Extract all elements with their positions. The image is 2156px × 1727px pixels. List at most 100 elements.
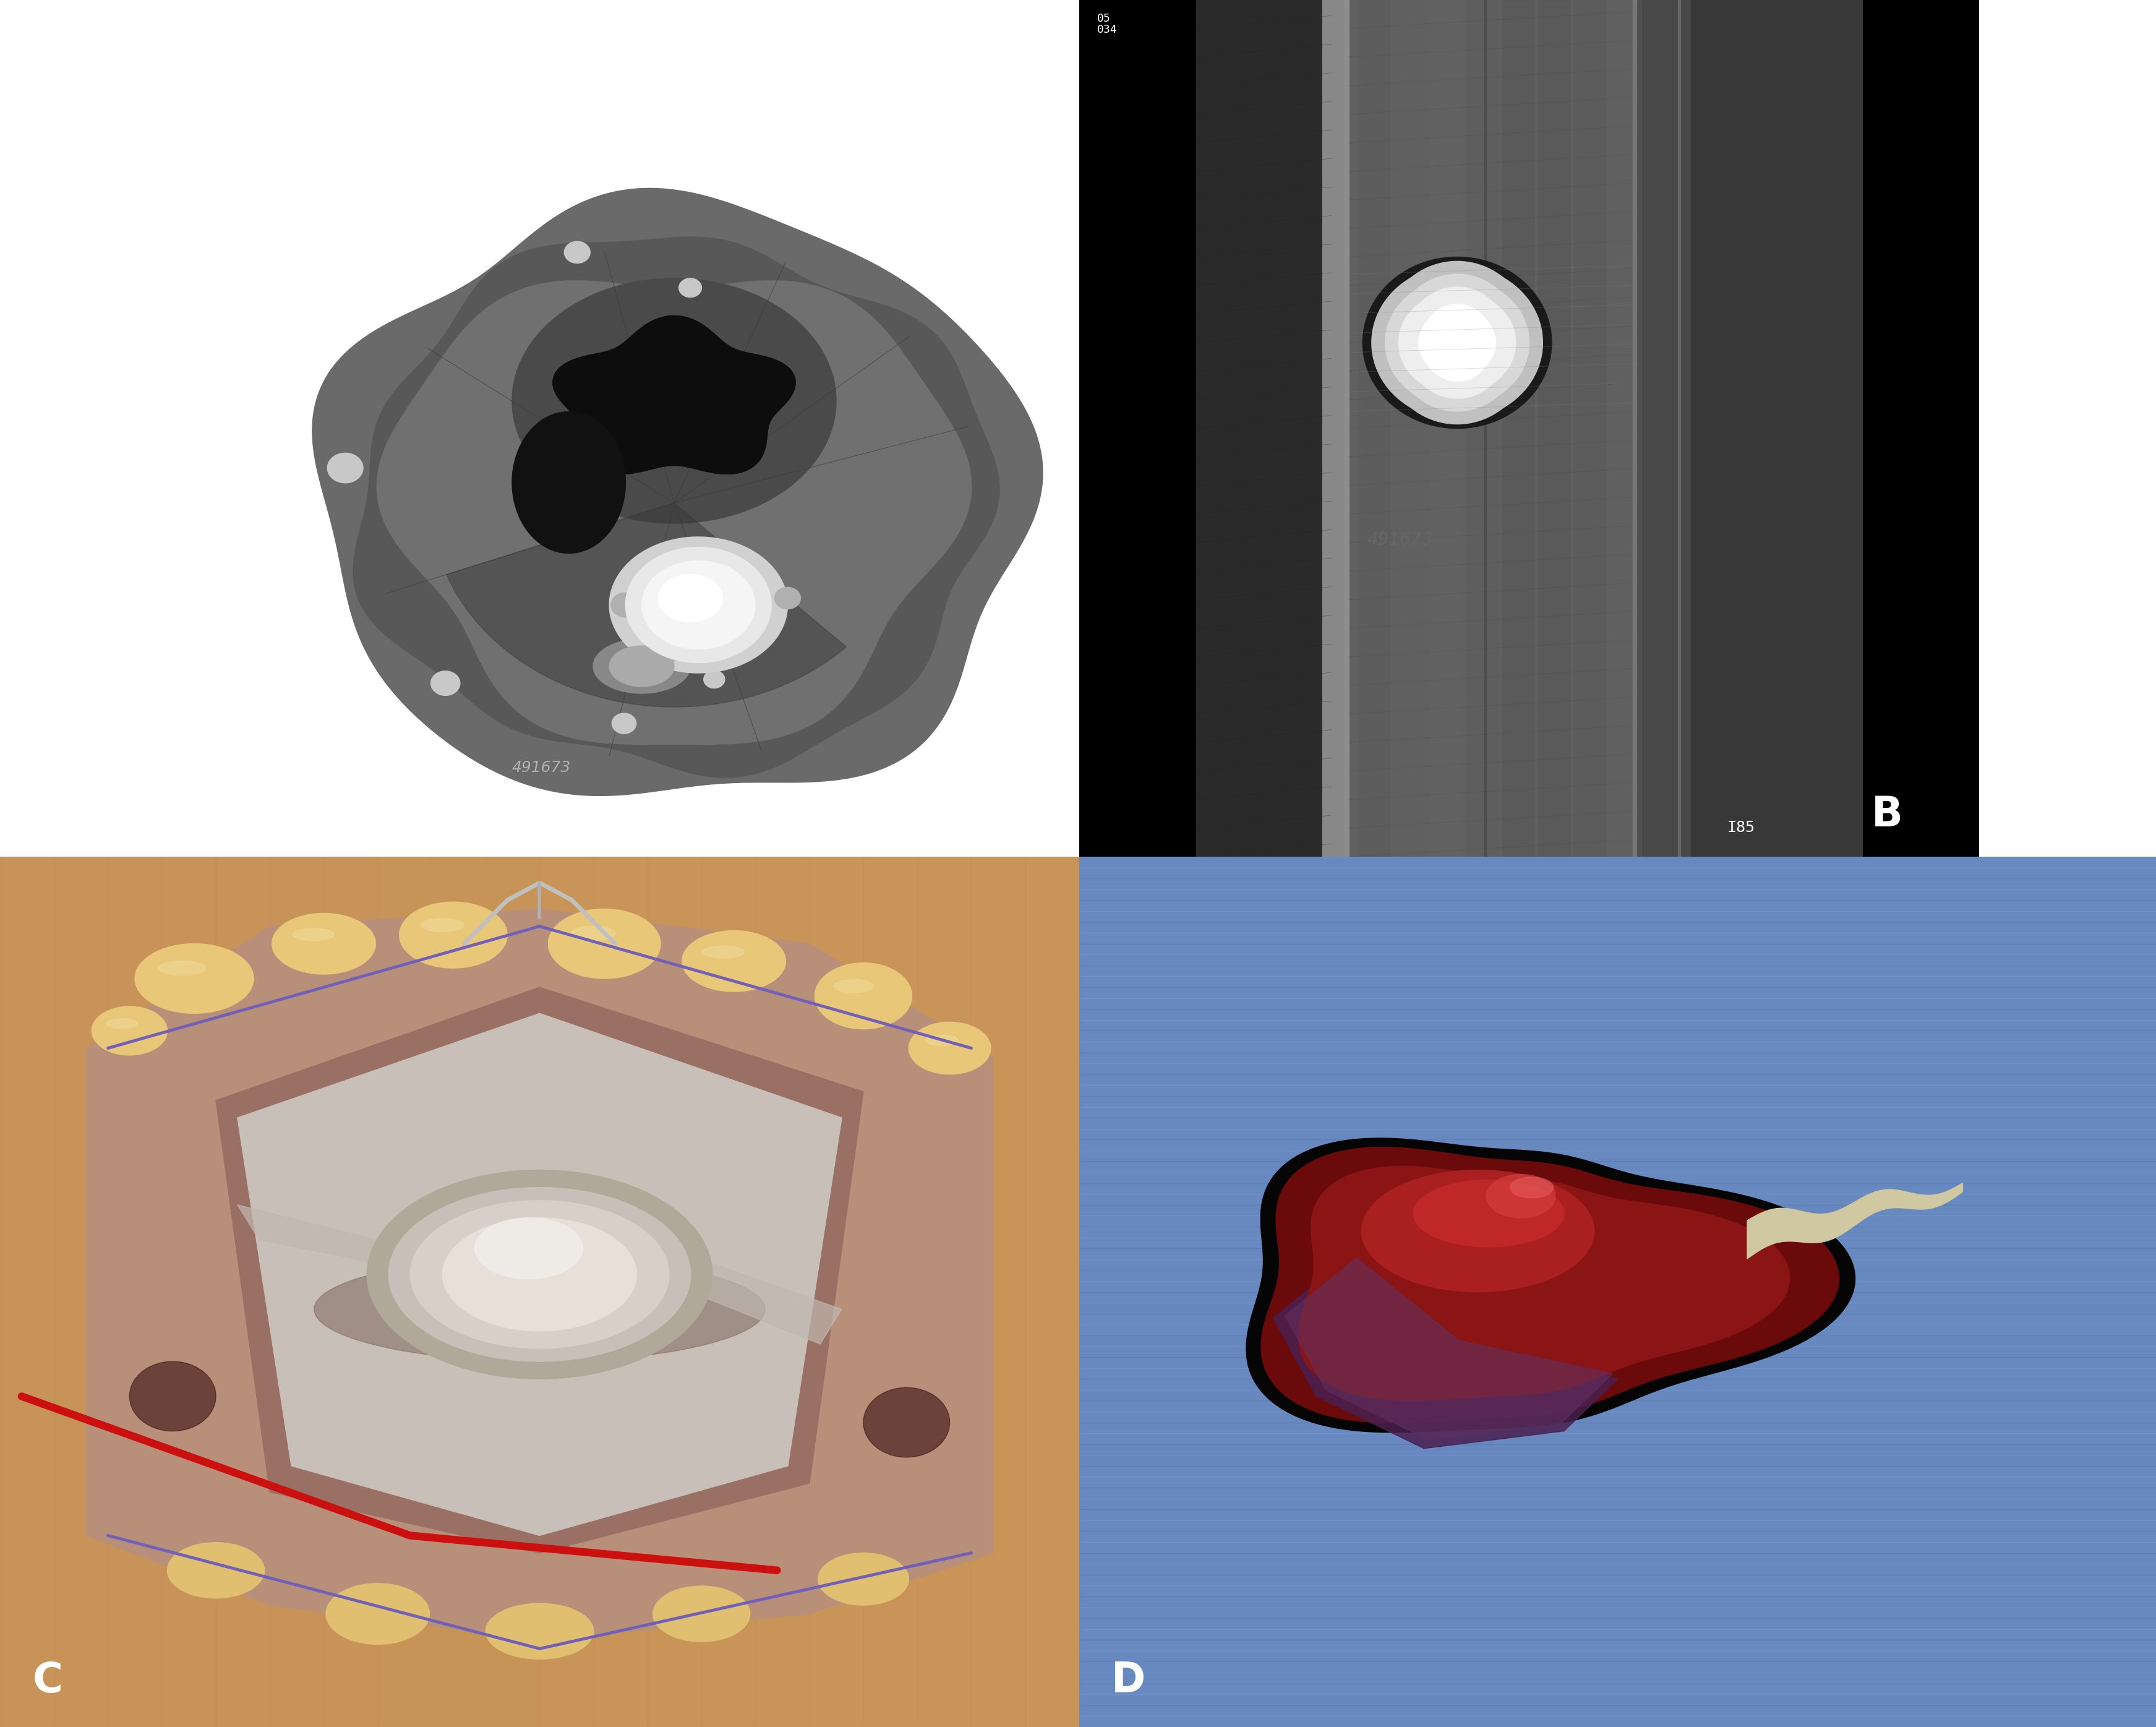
Polygon shape (1429, 0, 1462, 857)
Polygon shape (1078, 857, 2156, 1727)
Polygon shape (1815, 1214, 1820, 1243)
Polygon shape (1404, 287, 1509, 399)
Polygon shape (270, 857, 323, 1727)
Polygon shape (1899, 1190, 1904, 1209)
Polygon shape (1024, 857, 1078, 1727)
Text: D: D (1110, 1660, 1145, 1701)
Polygon shape (642, 561, 755, 649)
Polygon shape (1925, 1195, 1930, 1209)
Polygon shape (808, 857, 862, 1727)
Polygon shape (431, 672, 459, 696)
Polygon shape (1904, 1192, 1908, 1209)
Polygon shape (1677, 0, 1680, 857)
Polygon shape (1863, 1195, 1867, 1219)
Polygon shape (315, 1257, 765, 1361)
Polygon shape (1919, 1195, 1921, 1209)
Polygon shape (388, 1188, 690, 1361)
Polygon shape (548, 908, 660, 979)
Polygon shape (1826, 1212, 1830, 1240)
Polygon shape (1856, 1199, 1861, 1224)
Polygon shape (1878, 1190, 1882, 1211)
Polygon shape (862, 857, 916, 1727)
Polygon shape (612, 713, 636, 734)
Polygon shape (216, 857, 270, 1727)
Polygon shape (1632, 0, 1636, 857)
Polygon shape (1820, 1214, 1824, 1242)
Polygon shape (658, 575, 722, 622)
Polygon shape (1813, 1214, 1815, 1243)
Polygon shape (1766, 1211, 1768, 1247)
Polygon shape (1779, 1209, 1783, 1242)
Text: B: B (1871, 794, 1902, 836)
Polygon shape (1574, 0, 1606, 857)
Polygon shape (1824, 1214, 1826, 1242)
Polygon shape (511, 411, 625, 553)
Polygon shape (552, 316, 796, 473)
Polygon shape (593, 639, 690, 694)
Polygon shape (1861, 0, 1979, 857)
Polygon shape (1910, 1193, 1915, 1209)
Polygon shape (701, 857, 755, 1727)
Polygon shape (593, 857, 647, 1727)
Polygon shape (1272, 1257, 1617, 1449)
Polygon shape (610, 592, 640, 617)
Polygon shape (1485, 1174, 1554, 1218)
Polygon shape (168, 1542, 265, 1597)
Polygon shape (1874, 1192, 1878, 1212)
Polygon shape (925, 1034, 957, 1045)
Polygon shape (1846, 1205, 1850, 1231)
Polygon shape (1393, 275, 1522, 411)
Polygon shape (625, 547, 772, 663)
Polygon shape (1787, 1209, 1789, 1242)
Polygon shape (485, 1603, 593, 1660)
Polygon shape (908, 1022, 990, 1074)
Polygon shape (108, 857, 162, 1727)
Polygon shape (1636, 0, 1690, 857)
Polygon shape (1261, 1235, 1822, 1383)
Polygon shape (1789, 1209, 1794, 1242)
Polygon shape (1951, 1186, 1955, 1199)
Polygon shape (108, 1019, 138, 1028)
Polygon shape (1802, 1211, 1805, 1242)
Polygon shape (1934, 1195, 1936, 1207)
Polygon shape (916, 857, 970, 1727)
Polygon shape (1751, 1216, 1755, 1256)
Polygon shape (552, 316, 796, 473)
Polygon shape (1908, 1192, 1910, 1209)
Polygon shape (328, 452, 362, 484)
Polygon shape (1835, 1211, 1837, 1238)
Polygon shape (420, 919, 464, 931)
Polygon shape (86, 908, 992, 1641)
Polygon shape (565, 242, 591, 263)
Polygon shape (431, 857, 485, 1727)
Polygon shape (1384, 278, 1529, 408)
Polygon shape (1298, 1166, 1789, 1401)
Polygon shape (326, 1584, 429, 1644)
Polygon shape (1955, 1185, 1958, 1197)
Polygon shape (815, 964, 912, 1029)
Polygon shape (681, 931, 785, 991)
Polygon shape (1852, 1200, 1856, 1226)
Text: A: A (302, 789, 334, 829)
Polygon shape (323, 857, 377, 1727)
Polygon shape (160, 962, 207, 976)
Polygon shape (1837, 1209, 1841, 1237)
Polygon shape (1285, 1257, 1613, 1440)
Polygon shape (1380, 261, 1533, 425)
Polygon shape (93, 1007, 168, 1055)
Polygon shape (1419, 309, 1496, 376)
Polygon shape (1921, 1195, 1925, 1209)
Polygon shape (1746, 1218, 1751, 1259)
Polygon shape (1371, 266, 1542, 420)
Polygon shape (474, 1218, 582, 1278)
Polygon shape (1915, 1193, 1919, 1209)
Polygon shape (1537, 0, 1570, 857)
Text: 05
034: 05 034 (1097, 12, 1117, 35)
Polygon shape (1509, 1178, 1552, 1199)
Polygon shape (313, 188, 1044, 796)
Polygon shape (1947, 1190, 1951, 1202)
Polygon shape (216, 988, 862, 1553)
Polygon shape (1757, 1212, 1761, 1252)
Polygon shape (1466, 0, 1496, 857)
Polygon shape (1841, 1207, 1846, 1235)
